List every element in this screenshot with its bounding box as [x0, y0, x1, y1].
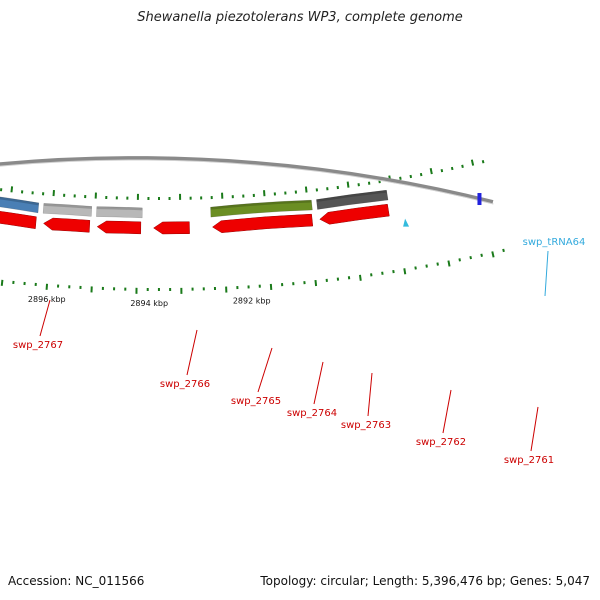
gene-label: swp_2766	[160, 379, 210, 390]
outer-tick	[502, 248, 505, 253]
edge-feature-marker	[477, 193, 482, 206]
gene-features	[0, 189, 482, 235]
gene-label: swp_2761	[504, 455, 554, 466]
genome-stats-text: Topology: circular; Length: 5,396,476 bp…	[260, 574, 590, 588]
gene-label: swp_tRNA64	[523, 237, 586, 248]
gene-band-2761-shade	[316, 190, 387, 203]
gene-label: swp_2763	[341, 420, 391, 431]
outer-tick	[403, 268, 407, 275]
label-leader	[530, 406, 539, 452]
label-leader	[39, 299, 51, 337]
outer-tick	[480, 253, 483, 257]
backbone-arc	[0, 156, 494, 205]
gene-arrow-2761	[319, 203, 390, 225]
inner-tick	[399, 176, 402, 180]
outer-tick	[469, 255, 472, 260]
outer-tick	[425, 264, 428, 268]
gene-band-2764	[96, 206, 143, 219]
gene-arrow-2764	[96, 220, 142, 235]
inner-tick	[470, 159, 475, 166]
gene-label: swp_2762	[416, 437, 466, 448]
inner-tick	[440, 168, 444, 173]
outer-tick	[491, 251, 495, 258]
outer-tick	[314, 279, 318, 287]
gene-labels: swp_2767 swp_2766 swp_2765 swp_2764 swp_2763…	[13, 237, 585, 466]
label-leader	[186, 329, 198, 376]
inner-tick	[419, 172, 423, 177]
gene-band-2765-shade	[43, 203, 92, 209]
inner-tick	[450, 166, 454, 171]
outer-tick	[0, 279, 4, 286]
gene-arrow-2763	[153, 221, 190, 235]
scale-label: 2894 kbp	[130, 299, 168, 308]
inner-tick	[481, 160, 485, 164]
scale-label: 2896 kbp	[28, 295, 66, 304]
inner-tick	[461, 164, 464, 169]
gene-label: swp_2767	[13, 340, 63, 351]
outer-tick	[414, 266, 417, 270]
outer-tick	[436, 262, 439, 266]
outer-tick	[458, 258, 461, 262]
scale-label: 2892 kbp	[233, 296, 271, 305]
label-leader	[313, 361, 324, 405]
gene-label: swp_2765	[231, 396, 281, 407]
label-leader	[544, 250, 549, 297]
genome-backbone	[0, 156, 494, 205]
accession-text: Accession: NC_011566	[8, 574, 145, 588]
inner-scale-ticks	[0, 159, 485, 201]
gene-band-2764-shade	[96, 206, 143, 211]
gene-arrow-2765	[43, 217, 91, 233]
label-leaders	[39, 250, 549, 452]
gene-band-2766	[0, 196, 40, 214]
outer-tick	[447, 260, 451, 267]
gene-band-2761	[316, 189, 389, 210]
outer-tick	[358, 274, 362, 281]
gene-band-2762-shade	[210, 200, 312, 210]
inner-tick	[304, 186, 308, 193]
gene-band-2765	[42, 203, 93, 217]
inner-tick	[429, 168, 433, 175]
inner-tick	[346, 181, 350, 188]
inner-tick	[409, 174, 413, 179]
gene-arrow-2766	[0, 211, 37, 230]
gene-band-2762	[210, 199, 313, 218]
trna-marker	[403, 218, 410, 227]
label-leader	[257, 347, 273, 393]
label-leader	[442, 389, 452, 434]
gene-label: swp_2764	[287, 408, 337, 419]
gene-band-2766-shade	[0, 196, 39, 206]
label-leader	[367, 372, 373, 417]
inner-tick	[10, 186, 14, 193]
backbone-highlight	[0, 159, 494, 205]
outer-scale-ticks	[0, 248, 505, 294]
genome-title: Shewanella piezotolerans WP3, complete g…	[137, 10, 463, 25]
gene-arrow-2762	[212, 213, 314, 233]
